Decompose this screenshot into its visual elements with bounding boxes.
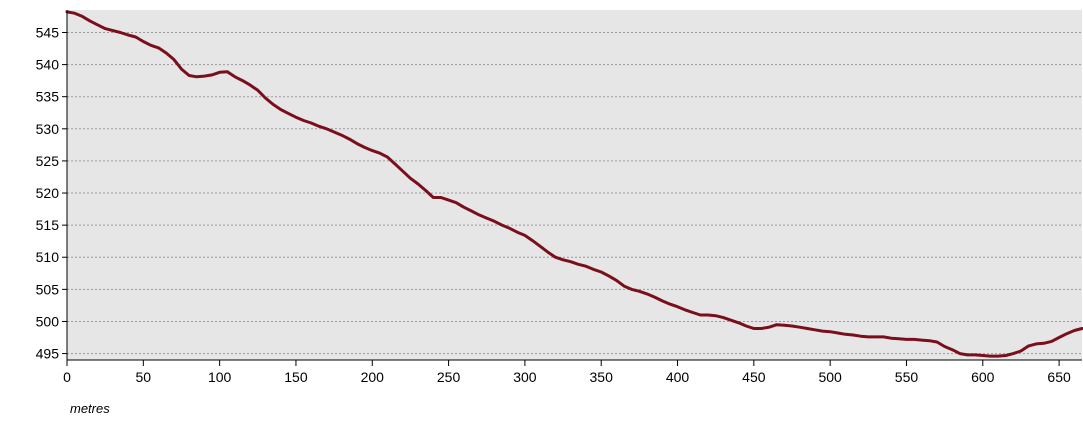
x-tick-label: 450 bbox=[742, 369, 766, 385]
x-tick-label: 400 bbox=[666, 369, 690, 385]
gridlines bbox=[67, 31, 1082, 355]
x-axis-title: metres bbox=[70, 401, 110, 416]
y-tick-label: 505 bbox=[36, 281, 60, 297]
x-tick-label: 350 bbox=[590, 369, 614, 385]
x-tick-label: 150 bbox=[284, 369, 308, 385]
x-tick-label: 550 bbox=[895, 369, 919, 385]
y-tick-label: 510 bbox=[36, 249, 60, 265]
x-tick-label: 650 bbox=[1047, 369, 1071, 385]
x-tick-label: 50 bbox=[136, 369, 152, 385]
y-tick-label: 530 bbox=[36, 121, 60, 137]
y-axis: 495 500 505 510 515 520 525 530 535 540 545 bbox=[36, 24, 67, 362]
y-tick-label: 500 bbox=[36, 313, 60, 329]
x-tick-label: 200 bbox=[361, 369, 385, 385]
x-tick-label: 250 bbox=[437, 369, 461, 385]
y-tick-label: 515 bbox=[36, 217, 60, 233]
x-axis: 0 50 100 150 200 250 300 350 400 450 500 550 600 650 bbox=[63, 360, 1071, 385]
x-tick-label: 300 bbox=[513, 369, 537, 385]
x-tick-label: 100 bbox=[208, 369, 232, 385]
y-tick-label: 545 bbox=[36, 24, 60, 40]
series-line-group bbox=[65, 10, 1083, 358]
y-tick-label: 520 bbox=[36, 185, 60, 201]
x-tick-label: 0 bbox=[63, 369, 71, 385]
x-tick-label: 600 bbox=[971, 369, 995, 385]
y-tick-label: 495 bbox=[36, 346, 60, 362]
plot-area bbox=[67, 10, 1082, 360]
x-tick-label: 500 bbox=[818, 369, 842, 385]
y-tick-label: 540 bbox=[36, 57, 60, 73]
y-tick-label: 535 bbox=[36, 89, 60, 105]
y-tick-label: 525 bbox=[36, 153, 60, 169]
series-line bbox=[65, 10, 1083, 358]
